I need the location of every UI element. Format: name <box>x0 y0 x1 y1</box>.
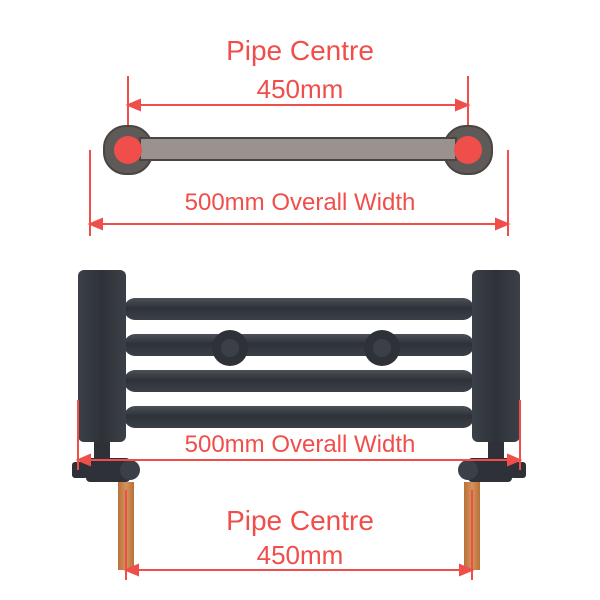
label-pipe-centre-bottom: Pipe Centre <box>226 505 374 536</box>
label-overall-width-bottom: 500mm Overall Width <box>185 431 416 458</box>
value-pipe-centre-top: 450mm <box>257 74 344 104</box>
value-pipe-centre-bottom: 450mm <box>257 540 344 570</box>
label-pipe-centre-top: Pipe Centre <box>226 35 374 66</box>
diagram-canvas: Pipe Centre 450mm 500mm Overall Width <box>0 0 600 600</box>
top-view-bar <box>104 126 492 174</box>
label-overall-width-top: 500mm Overall Width <box>185 189 416 216</box>
